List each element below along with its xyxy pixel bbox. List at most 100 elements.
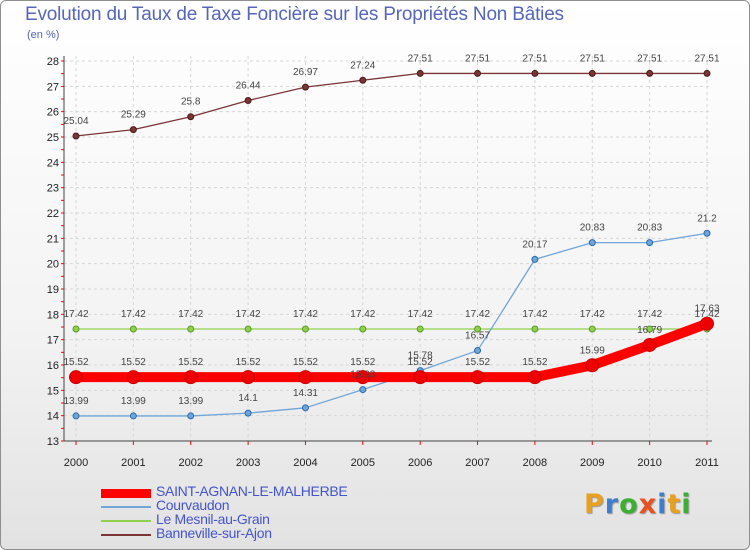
x-tick-label: 2009 (580, 457, 604, 469)
data-point (585, 358, 600, 373)
data-label: 26.97 (293, 67, 318, 78)
data-point (301, 83, 309, 91)
data-point (69, 370, 83, 385)
data-label: 15.52 (178, 357, 203, 368)
proxiti-logo: Proxiti (584, 489, 692, 520)
data-label: 17.42 (121, 309, 146, 320)
data-label: 15.52 (121, 357, 146, 368)
data-label: 26.44 (236, 81, 261, 92)
data-point (588, 325, 596, 333)
data-point (183, 370, 198, 385)
y-tick-label: 25 (47, 132, 59, 144)
x-tick-label: 2000 (64, 457, 88, 469)
data-label: 16.57 (465, 331, 490, 342)
data-label: 13.99 (121, 396, 146, 407)
data-label: 17.42 (408, 309, 433, 320)
data-label: 14.1 (238, 393, 258, 404)
y-axis-unit: (en %) (27, 29, 60, 41)
legend-swatch (101, 506, 151, 508)
data-point (588, 69, 596, 77)
data-point (129, 325, 137, 333)
data-point (126, 370, 141, 385)
data-point (646, 69, 654, 77)
data-point (187, 412, 195, 420)
data-label: 17.42 (178, 309, 203, 320)
data-point (703, 229, 711, 237)
y-tick-label: 16 (47, 360, 59, 372)
data-point (646, 239, 654, 247)
data-label: 14.31 (293, 388, 318, 399)
data-label: 15.52 (236, 357, 261, 368)
x-tick-label: 2001 (121, 457, 145, 469)
series-line (75, 72, 708, 137)
data-label: 15.52 (63, 357, 88, 368)
data-label: 27.51 (408, 53, 433, 64)
series-0 (69, 316, 714, 385)
series-line (71, 318, 712, 383)
data-point (700, 316, 714, 331)
y-tick-label: 13 (47, 436, 59, 448)
data-label: 20.83 (637, 223, 662, 234)
data-label: 27.51 (580, 53, 605, 64)
y-tick-label: 26 (47, 107, 59, 119)
data-label: 15.52 (408, 357, 433, 368)
data-label: 20.17 (522, 239, 547, 250)
data-point (413, 370, 428, 385)
y-tick-label: 21 (47, 233, 59, 245)
y-tick-label: 27 (47, 81, 59, 93)
y-tick-label: 19 (47, 284, 59, 296)
y-tick-label: 22 (47, 208, 59, 220)
data-point (72, 132, 80, 140)
x-tick-label: 2008 (523, 457, 547, 469)
data-point (359, 386, 367, 394)
legend-label: SAINT-AGNAN-LE-MALHERBE (156, 483, 348, 499)
data-label: 15.99 (580, 345, 605, 356)
x-tick-label: 2004 (293, 457, 317, 469)
data-point (187, 325, 195, 333)
data-point (187, 113, 195, 121)
data-label: 17.42 (637, 309, 662, 320)
data-point (72, 325, 80, 333)
data-point (359, 325, 367, 333)
data-point (355, 370, 370, 385)
data-point (359, 76, 367, 84)
data-point (244, 409, 252, 417)
data-point (474, 347, 482, 355)
legend-label: Le Mesnil-au-Grain (156, 511, 270, 527)
grid (64, 56, 712, 442)
data-point (470, 370, 485, 385)
data-label: 27.51 (465, 53, 490, 64)
data-label: 15.52 (465, 357, 490, 368)
legend-label: Banneville-sur-Ajon (156, 525, 272, 541)
data-label: 21.2 (697, 213, 717, 224)
data-point (642, 337, 657, 352)
logo-letter: P (584, 489, 605, 520)
y-tick-label: 20 (47, 259, 59, 271)
data-point (527, 370, 542, 385)
y-tick-label: 18 (47, 309, 59, 321)
axes: 13 14 15 16 17 18 19 20 21 22 23 24 25 26 27 28 2000 2001… (47, 56, 719, 469)
data-labels: 15.52 15.52 15.52 15.52 15.52 15.52 15.52 15.52… (63, 53, 719, 407)
y-tick-label: 23 (47, 183, 59, 195)
logo-letter: x (638, 489, 658, 520)
data-point (531, 255, 539, 263)
data-point (244, 325, 252, 333)
y-tick-label: 14 (47, 411, 59, 423)
data-point (531, 69, 539, 77)
data-point (474, 325, 482, 333)
logo-letter: o (619, 489, 639, 520)
chart-title: Evolution du Taux de Taxe Foncière sur l… (25, 4, 564, 25)
data-label: 17.42 (350, 309, 375, 320)
series-3 (72, 69, 711, 140)
data-point (416, 69, 424, 77)
logo-letter: i (681, 489, 692, 520)
y-tick-label: 24 (47, 157, 59, 169)
data-label: 15.78 (408, 351, 433, 362)
x-tick-label: 2006 (408, 457, 432, 469)
legend-label: Courvaudon (156, 497, 230, 513)
data-label: 17.42 (694, 309, 719, 320)
data-point (129, 126, 137, 134)
data-point (416, 325, 424, 333)
